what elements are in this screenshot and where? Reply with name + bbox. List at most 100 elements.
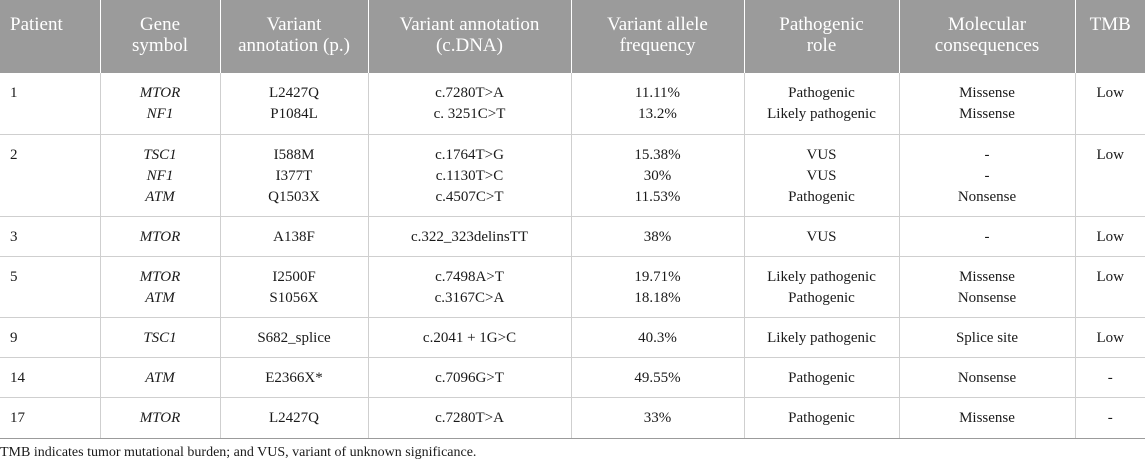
cell-tmb-value: Low (1096, 268, 1125, 285)
cell-variant-protein-line: A138F (273, 228, 315, 245)
cell-variant-cdna: c.7280T>A c. 3251C>T (367, 73, 571, 135)
cell-patient: 14 (0, 357, 100, 398)
cell-tmb-value: Low (1096, 85, 1125, 101)
cell-variant-protein-line: I377T (275, 167, 313, 184)
cell-gene-symbol-line: MTOR (139, 268, 181, 285)
cell-patient-value: 14 (10, 369, 25, 386)
cell-pathogenic-role: Pathogenic (743, 357, 899, 398)
cell-molecular-consequence: Missense Nonsense (898, 256, 1075, 318)
cell-allele-frequency: 15.38% 30% 11.53% (570, 134, 744, 217)
cell-variant-protein-line: L2427Q (269, 409, 319, 426)
table-row: 9 TSC1 S682_splice c.2041 + 1G>C 40.3% Likely… (0, 317, 1145, 358)
cell-variant-protein: E2366X* (219, 357, 368, 398)
cell-allele-frequency: 19.71% 18.18% (570, 256, 744, 318)
cell-gene-symbol: MTOR ATM (99, 256, 220, 318)
cell-allele-frequency-line: 40.3% (638, 329, 677, 346)
cell-gene-symbol-line: NF1 (146, 106, 174, 122)
cell-gene-symbol-line: MTOR (139, 228, 181, 245)
cell-variant-protein-line: L2427Q (269, 85, 319, 101)
header-molecular-consequences: Molecular consequences (898, 0, 1075, 73)
cell-variant-cdna-line: c.1764T>G (435, 146, 504, 163)
header-tmb: TMB (1074, 0, 1145, 73)
cell-tmb: - (1074, 357, 1145, 398)
cell-variant-cdna: c.322_323delinsTT (367, 216, 571, 257)
cell-tmb: Low (1074, 256, 1145, 318)
cell-variant-cdna-line: c.4507C>T (435, 188, 504, 205)
cell-tmb: Low (1074, 134, 1145, 217)
cell-molecular-consequence: Missense (898, 397, 1075, 439)
cell-molecular-consequence: - - Nonsense (898, 134, 1075, 217)
cell-gene-symbol-line: ATM (145, 369, 175, 386)
table-header-row: Patient Gene symbol Variant annotation (p.… (0, 0, 1145, 73)
cell-molecular-consequence-line: - (984, 167, 990, 184)
table-row: 5 MTOR ATM I2500F S1056X c.7498A>T c.3167C>A 19… (0, 256, 1145, 318)
cell-molecular-consequence-line: Missense (959, 268, 1015, 285)
cell-tmb: - (1074, 397, 1145, 439)
table-row: 17 MTOR L2427Q c.7280T>A 33% Pathogenic Missen… (0, 397, 1145, 439)
cell-pathogenic-role: Likely pathogenic Pathogenic (743, 256, 899, 318)
cell-allele-frequency-line: 30% (643, 167, 672, 184)
cell-molecular-consequence-line: Missense (959, 409, 1015, 426)
variants-table: Patient Gene symbol Variant annotation (p.… (0, 0, 1145, 439)
cell-pathogenic-role-line: Pathogenic (788, 85, 855, 101)
cell-patient: 1 (0, 73, 100, 135)
cell-patient-value: 17 (10, 409, 25, 426)
header-variant-allele-frequency: Variant allele frequency (570, 0, 744, 73)
cell-variant-protein-line: I588M (273, 146, 315, 163)
cell-allele-frequency-line: 11.11% (634, 85, 681, 101)
cell-allele-frequency: 38% (570, 216, 744, 257)
cell-molecular-consequence-line: Splice site (955, 329, 1019, 346)
cell-variant-protein-line: S682_splice (257, 329, 331, 346)
cell-variant-protein-line: S1056X (269, 289, 319, 306)
table-footnote: TMB indicates tumor mutational burden; a… (0, 444, 477, 460)
cell-molecular-consequence: - (898, 216, 1075, 257)
cell-allele-frequency-line: 11.53% (634, 188, 681, 205)
cell-variant-cdna-line: c.3167C>A (434, 289, 505, 306)
cell-pathogenic-role-line: Pathogenic (788, 188, 855, 205)
header-gene-symbol: Gene symbol (99, 0, 220, 73)
header-patient: Patient (0, 0, 100, 73)
cell-gene-symbol-line: TSC1 (143, 146, 177, 163)
cell-variant-protein-line: Q1503X (268, 188, 320, 205)
cell-variant-protein-line: E2366X* (265, 369, 323, 386)
cell-allele-frequency-line: 15.38% (634, 146, 681, 163)
cell-pathogenic-role-line: VUS (806, 167, 837, 184)
cell-tmb: Low (1074, 216, 1145, 257)
cell-pathogenic-role: VUS VUS Pathogenic (743, 134, 899, 217)
cell-molecular-consequence-line: Nonsense (957, 369, 1017, 386)
cell-molecular-consequence: Nonsense (898, 357, 1075, 398)
cell-allele-frequency-line: 38% (643, 228, 672, 245)
cell-gene-symbol: MTOR (99, 397, 220, 439)
cell-tmb-value: - (1107, 369, 1113, 386)
cell-gene-symbol: MTOR NF1 (99, 73, 220, 135)
cell-allele-frequency-line: 13.2% (638, 106, 677, 122)
cell-pathogenic-role-line: Pathogenic (788, 289, 855, 306)
cell-allele-frequency: 49.55% (570, 357, 744, 398)
cell-pathogenic-role-line: Pathogenic (788, 409, 855, 426)
cell-gene-symbol: ATM (99, 357, 220, 398)
cell-variant-cdna: c.7498A>T c.3167C>A (367, 256, 571, 318)
cell-variant-protein-line: I2500F (272, 268, 316, 285)
cell-patient: 5 (0, 256, 100, 318)
cell-patient-value: 5 (10, 268, 18, 285)
cell-molecular-consequence: Missense Missense (898, 73, 1075, 135)
cell-pathogenic-role-line: Pathogenic (788, 369, 855, 386)
cell-gene-symbol-line: MTOR (139, 85, 181, 101)
cell-molecular-consequence-line: Missense (959, 106, 1015, 122)
cell-patient: 17 (0, 397, 100, 439)
cell-allele-frequency: 11.11% 13.2% (570, 73, 744, 135)
cell-allele-frequency-line: 18.18% (634, 289, 681, 306)
cell-pathogenic-role: Pathogenic Likely pathogenic (743, 73, 899, 135)
cell-pathogenic-role: Pathogenic (743, 397, 899, 439)
cell-molecular-consequence-line: Nonsense (957, 188, 1017, 205)
cell-variant-cdna-line: c.322_323delinsTT (410, 228, 529, 245)
cell-molecular-consequence-line: Nonsense (957, 289, 1017, 306)
cell-pathogenic-role-line: Likely pathogenic (767, 106, 876, 122)
cell-tmb: Low (1074, 73, 1145, 135)
cell-gene-symbol: TSC1 (99, 317, 220, 358)
cell-variant-protein: S682_splice (219, 317, 368, 358)
cell-tmb-value: Low (1096, 329, 1125, 346)
cell-gene-symbol-line: ATM (145, 188, 175, 205)
cell-gene-symbol-line: ATM (145, 289, 175, 306)
cell-patient: 9 (0, 317, 100, 358)
